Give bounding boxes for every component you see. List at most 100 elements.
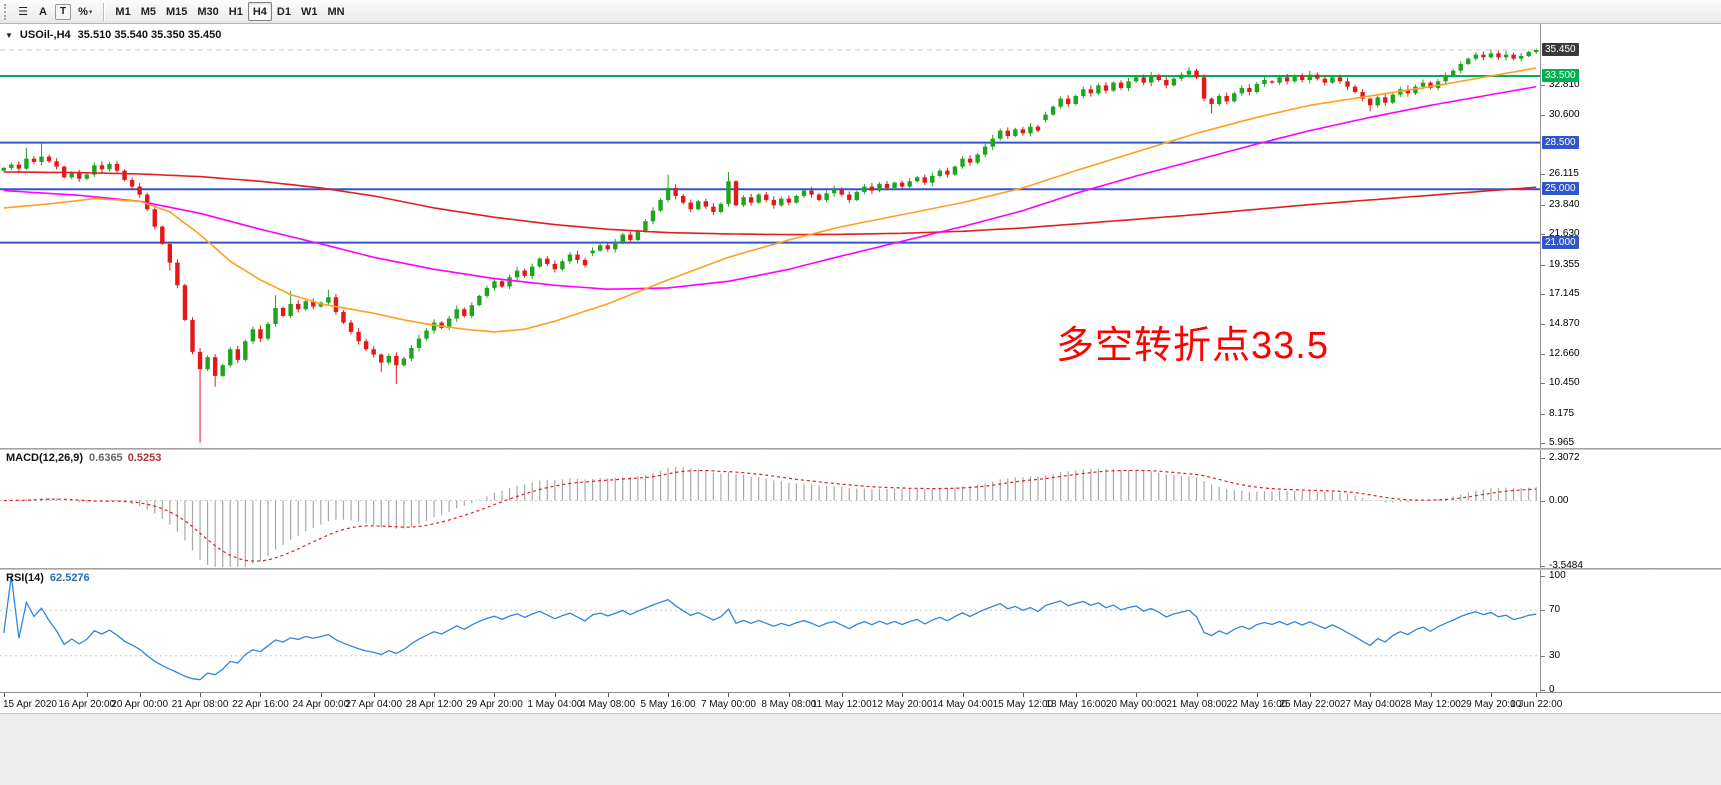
bid-price-badge: 35.450 bbox=[1542, 42, 1579, 56]
time-axis-tick bbox=[86, 693, 88, 697]
rsi-axis[interactable]: 100 70 30 0 bbox=[1541, 570, 1720, 695]
time-axis-label: 4 May 08:00 bbox=[580, 699, 636, 710]
macd-label: MACD(12,26,9) 0.6365 0.5253 bbox=[6, 452, 161, 464]
time-axis-tick bbox=[1536, 693, 1538, 697]
time-axis-label: 5 May 16:00 bbox=[640, 699, 696, 710]
timeframe-h1[interactable]: H1 bbox=[228, 5, 243, 18]
time-axis-label: 15 Apr 2020 bbox=[3, 699, 57, 710]
green-level-badge: 33.500 bbox=[1542, 68, 1579, 82]
time-axis-label: 21 Apr 08:00 bbox=[171, 699, 229, 710]
price-axis-label: 8.175 bbox=[1549, 407, 1575, 419]
timeframe-m1[interactable]: M1 bbox=[115, 5, 131, 18]
time-axis-label: 16 Apr 20:00 bbox=[58, 699, 116, 710]
price-axis-tick bbox=[1541, 204, 1545, 206]
price-axis-label: 30.600 bbox=[1549, 108, 1580, 120]
time-axis-tick bbox=[1430, 693, 1432, 697]
charts-list-icon[interactable]: ☰ bbox=[18, 6, 28, 18]
indicator-axis-label: 30 bbox=[1549, 649, 1561, 661]
price-axis-tick bbox=[1541, 293, 1545, 295]
time-axis-tick bbox=[3, 693, 5, 697]
indicator-axis-tick bbox=[1541, 565, 1545, 567]
price-chart[interactable] bbox=[0, 24, 1540, 448]
price-axis[interactable]: 32.810 30.600 26.115 23.840 21.630 19.355 17.1… bbox=[1541, 24, 1720, 448]
time-axis-label: 29 May 20:00 bbox=[1460, 699, 1522, 710]
rsi-value: 62.5276 bbox=[49, 572, 90, 584]
price-axis-label: 23.840 bbox=[1549, 198, 1580, 210]
bottom-empty-area bbox=[0, 713, 1721, 785]
time-axis-tick bbox=[902, 693, 904, 697]
panel-splitter[interactable] bbox=[0, 568, 1721, 570]
indicator-axis-tick bbox=[1541, 655, 1545, 657]
indicator-axis-tick bbox=[1541, 576, 1545, 577]
time-axis-tick bbox=[841, 693, 843, 697]
macd-panel[interactable] bbox=[0, 450, 1540, 568]
price-axis-tick bbox=[1541, 383, 1545, 385]
indicator-axis-tick bbox=[1541, 500, 1545, 502]
rsi-label: RSI(14) 62.5276 bbox=[6, 572, 90, 584]
time-axis-label: 27 May 04:00 bbox=[1339, 699, 1401, 710]
indicator-axis-tick bbox=[1541, 610, 1545, 612]
time-axis-label: 15 May 12:00 bbox=[992, 699, 1054, 710]
timeframe-mn[interactable]: MN bbox=[327, 5, 345, 18]
indicator-axis-label: -3.5484 bbox=[1549, 559, 1583, 571]
time-axis-tick bbox=[200, 693, 202, 697]
time-axis-label: 25 May 22:00 bbox=[1279, 699, 1341, 710]
time-axis[interactable]: 15 Apr 2020 16 Apr 20:00 20 Apr 00:00 21 Ap… bbox=[0, 693, 1721, 713]
indicator-axis-label: 100 bbox=[1549, 570, 1566, 581]
time-axis-label: 21 May 08:00 bbox=[1166, 699, 1227, 710]
time-axis-tick bbox=[1075, 693, 1077, 697]
time-axis-label: 24 Apr 00:00 bbox=[292, 699, 350, 710]
time-axis-label: 7 May 00:00 bbox=[700, 699, 756, 710]
percent-scale-icon[interactable]: % ▾ bbox=[78, 5, 93, 18]
time-axis-tick bbox=[1256, 693, 1258, 697]
chart-ohlc-values: 35.510 35.540 35.350 35.450 bbox=[77, 29, 222, 41]
macd-axis[interactable]: 2.3072 0.00 -3.5484 bbox=[1541, 450, 1720, 571]
time-axis-border bbox=[0, 692, 1721, 693]
rsi-panel[interactable] bbox=[0, 570, 1540, 692]
time-axis-label: 27 Apr 04:00 bbox=[345, 699, 403, 710]
timeframe-m15[interactable]: M15 bbox=[165, 5, 188, 18]
timeframe-d1[interactable]: D1 bbox=[276, 5, 291, 18]
price-axis-tick bbox=[1541, 85, 1545, 87]
toolbar-grip[interactable] bbox=[4, 3, 8, 20]
price-axis-label: 12.660 bbox=[1549, 347, 1580, 359]
price-axis-label: 5.965 bbox=[1549, 437, 1575, 448]
time-axis-tick bbox=[434, 693, 436, 697]
blue-level-badge: 21.000 bbox=[1542, 235, 1579, 249]
time-axis-label: 29 Apr 20:00 bbox=[466, 699, 523, 710]
time-axis-label: 12 May 20:00 bbox=[871, 699, 933, 710]
price-axis-tick bbox=[1541, 353, 1545, 355]
time-axis-tick bbox=[139, 693, 141, 697]
text-label-tool-icon[interactable]: T bbox=[55, 3, 72, 20]
font-tool-icon[interactable]: A bbox=[39, 5, 47, 18]
time-axis-label: 20 Apr 00:00 bbox=[111, 699, 169, 710]
time-axis-label: 22 Apr 16:00 bbox=[232, 699, 289, 710]
time-axis-tick bbox=[1196, 693, 1198, 697]
price-axis-label: 26.115 bbox=[1549, 168, 1579, 180]
macd-name: MACD(12,26,9) bbox=[6, 452, 84, 464]
time-axis-tick bbox=[320, 693, 322, 697]
time-axis-tick bbox=[607, 693, 609, 697]
price-axis-label: 10.450 bbox=[1549, 377, 1580, 389]
chart-menu-caret-icon[interactable]: ▼ bbox=[5, 30, 13, 40]
timeframe-m5[interactable]: M5 bbox=[140, 5, 156, 18]
price-axis-tick bbox=[1541, 324, 1545, 326]
panel-splitter[interactable] bbox=[0, 448, 1721, 450]
indicator-axis-label: 0.00 bbox=[1549, 494, 1569, 506]
time-axis-label: 22 May 16:00 bbox=[1226, 699, 1288, 710]
caret-down-icon: ▾ bbox=[88, 8, 93, 16]
time-axis-tick bbox=[668, 693, 670, 697]
time-axis-tick bbox=[554, 693, 556, 697]
timeframe-w1[interactable]: W1 bbox=[300, 5, 318, 18]
indicator-axis-label: 2.3072 bbox=[1549, 451, 1580, 463]
timeframe-h4[interactable]: H4 bbox=[247, 2, 272, 21]
timeframe-m30[interactable]: M30 bbox=[197, 5, 219, 18]
toolbar-icon-group: ☰ A T % ▾ bbox=[13, 2, 97, 21]
time-axis-tick bbox=[494, 693, 496, 697]
toolbar-separator bbox=[103, 2, 105, 21]
time-axis-label: 1 May 04:00 bbox=[527, 699, 583, 710]
time-axis-tick bbox=[788, 693, 790, 697]
time-axis-label: 28 Apr 12:00 bbox=[405, 699, 463, 710]
time-axis-label: 20 May 00:00 bbox=[1105, 699, 1167, 710]
time-axis-tick bbox=[1490, 693, 1492, 697]
